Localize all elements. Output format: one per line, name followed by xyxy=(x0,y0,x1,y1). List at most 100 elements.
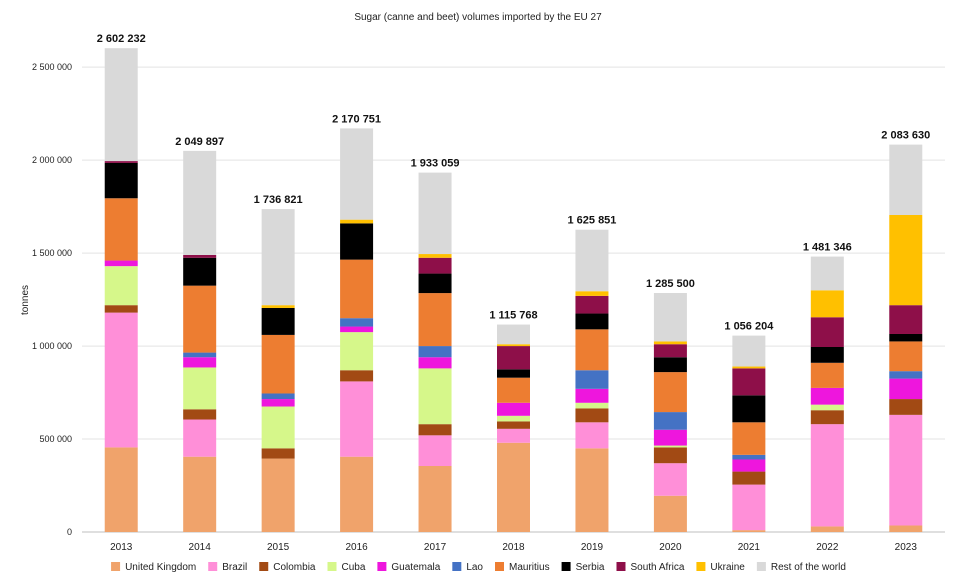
bar-mauritius-2013 xyxy=(104,198,138,261)
bar-united-kingdom-2023 xyxy=(889,525,923,532)
bar-colombia-2016 xyxy=(340,370,374,382)
total-label: 1 056 204 xyxy=(724,321,774,333)
bar-guatemala-2023 xyxy=(889,378,923,400)
bar-rest-of-the-world-2017 xyxy=(418,172,452,255)
bar-brazil-2020 xyxy=(653,463,687,496)
bar-united-kingdom-2017 xyxy=(418,465,452,532)
total-labels: 2 602 232 2 049 897 1 736 821 2 170 751 1 93… xyxy=(97,33,930,332)
chart-title: Sugar (canne and beet) volumes imported … xyxy=(354,12,602,23)
legend-label: Brazil xyxy=(222,562,247,573)
y-tick-label: 2 500 000 xyxy=(32,62,72,72)
bar-rest-of-the-world-2018 xyxy=(497,324,530,345)
bar-united-kingdom-2020 xyxy=(653,495,687,532)
bar-lao-2023 xyxy=(889,371,923,379)
bar-south-africa-2021 xyxy=(732,368,766,396)
bar-mauritius-2020 xyxy=(653,372,687,413)
legend-swatch xyxy=(495,562,505,571)
bar-colombia-2018 xyxy=(497,421,530,429)
bar-ukraine-2015 xyxy=(261,305,295,308)
y-tick-label: 2 000 000 xyxy=(32,155,72,165)
bar-guatemala-2018 xyxy=(497,402,530,416)
bar-united-kingdom-2018 xyxy=(497,442,530,532)
bar-rest-of-the-world-2020 xyxy=(653,292,687,342)
bar-guatemala-2015 xyxy=(261,399,295,407)
bar-rest-of-the-world-2022 xyxy=(810,256,844,291)
x-tick-label: 2018 xyxy=(502,542,525,553)
x-tick-label: 2022 xyxy=(816,542,839,553)
bar-mauritius-2018 xyxy=(497,377,530,403)
bar-ukraine-2017 xyxy=(418,254,452,258)
bar-brazil-2013 xyxy=(104,312,138,448)
legend-label: Lao xyxy=(466,562,483,573)
legend-item: Colombia xyxy=(259,562,316,573)
bar-cuba-2017 xyxy=(418,368,452,425)
bar-brazil-2018 xyxy=(497,428,530,443)
x-axis-ticks: 2013 2014 2015 2016 2017 2018 2019 2020 2021 2022… xyxy=(110,542,917,553)
total-label: 1 933 059 xyxy=(411,158,460,170)
bar-united-kingdom-2022 xyxy=(810,526,844,532)
bar-ukraine-2020 xyxy=(653,341,687,345)
bar-ukraine-2022 xyxy=(810,290,844,318)
bar-rest-of-the-world-2013 xyxy=(104,48,138,162)
bar-rest-of-the-world-2023 xyxy=(889,144,923,215)
total-label: 1 481 346 xyxy=(803,242,852,254)
bar-mauritius-2022 xyxy=(810,362,844,388)
bar-rest-of-the-world-2015 xyxy=(261,209,295,306)
legend-swatch xyxy=(616,562,626,571)
y-axis-label: tonnes xyxy=(20,285,31,315)
legend-swatch xyxy=(377,562,387,571)
legend-item: Ukraine xyxy=(696,562,745,573)
bars xyxy=(104,48,923,532)
bar-mauritius-2017 xyxy=(418,293,452,347)
bar-brazil-2016 xyxy=(340,381,374,457)
legend-label: Rest of the world xyxy=(771,562,846,573)
bar-lao-2016 xyxy=(340,318,374,327)
bar-brazil-2022 xyxy=(810,424,844,527)
legend-item: Cuba xyxy=(327,562,366,573)
legend-label: Cuba xyxy=(341,562,365,573)
legend-item: United Kingdom xyxy=(111,562,196,573)
bar-ukraine-2019 xyxy=(575,291,609,296)
bar-serbia-2014 xyxy=(183,257,217,286)
bar-south-africa-2022 xyxy=(810,317,844,348)
y-tick-label: 500 000 xyxy=(39,434,72,444)
bar-guatemala-2022 xyxy=(810,387,844,405)
bar-colombia-2013 xyxy=(104,305,138,313)
x-tick-label: 2020 xyxy=(659,542,682,553)
legend-swatch xyxy=(452,562,462,571)
bar-rest-of-the-world-2016 xyxy=(340,128,374,220)
bar-united-kingdom-2013 xyxy=(104,447,138,532)
legend-item: Guatemala xyxy=(377,562,441,573)
bar-guatemala-2019 xyxy=(575,388,609,403)
bar-colombia-2023 xyxy=(889,399,923,415)
total-label: 2 083 630 xyxy=(881,130,930,142)
bar-ukraine-2021 xyxy=(732,366,766,369)
bar-cuba-2016 xyxy=(340,332,374,371)
bar-mauritius-2023 xyxy=(889,341,923,372)
bar-ukraine-2016 xyxy=(340,219,374,224)
legend-item: Brazil xyxy=(208,562,247,573)
bar-brazil-2021 xyxy=(732,484,766,531)
bar-south-africa-2013 xyxy=(104,161,138,163)
bar-united-kingdom-2021 xyxy=(732,530,766,532)
bar-serbia-2013 xyxy=(104,162,138,199)
bar-brazil-2019 xyxy=(575,422,609,449)
x-tick-label: 2019 xyxy=(581,542,604,553)
legend-item: Lao xyxy=(452,562,483,573)
bar-cuba-2018 xyxy=(497,415,530,422)
legend-swatch xyxy=(756,562,766,571)
total-label: 2 049 897 xyxy=(175,136,224,148)
bar-cuba-2015 xyxy=(261,406,295,449)
total-label: 1 115 768 xyxy=(489,310,537,322)
bar-brazil-2023 xyxy=(889,414,923,526)
bar-cuba-2013 xyxy=(104,266,138,306)
x-tick-label: 2016 xyxy=(345,542,368,553)
bar-united-kingdom-2014 xyxy=(183,456,217,532)
bar-mauritius-2016 xyxy=(340,259,374,319)
bar-lao-2017 xyxy=(418,346,452,358)
bar-lao-2014 xyxy=(183,352,217,358)
bar-colombia-2022 xyxy=(810,410,844,425)
bar-colombia-2015 xyxy=(261,448,295,459)
bar-guatemala-2013 xyxy=(104,260,138,267)
x-tick-label: 2014 xyxy=(189,542,212,553)
